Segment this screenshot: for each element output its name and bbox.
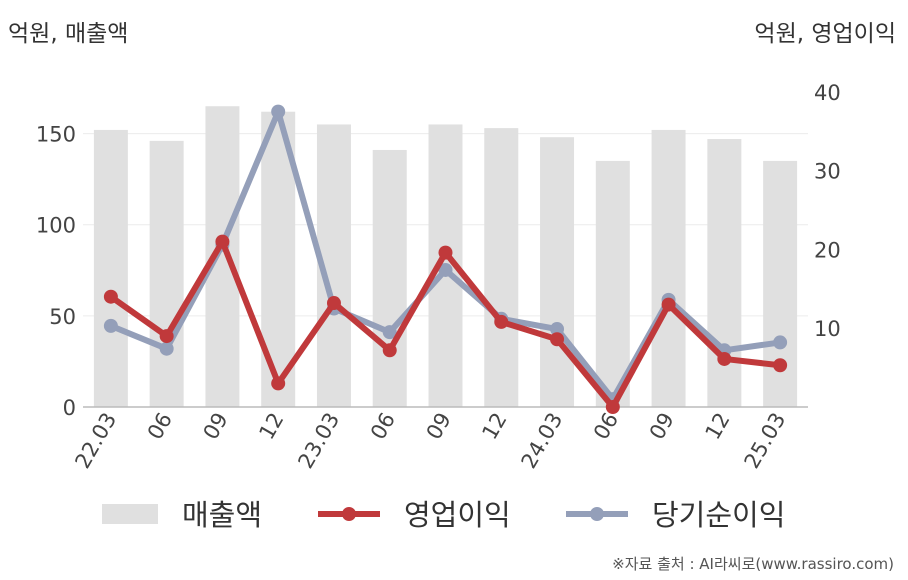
- x-tick-label: 12: [477, 409, 511, 444]
- operating-income-point: [271, 376, 286, 391]
- legend-swatch-marker: [590, 507, 604, 521]
- operating-income-point: [215, 234, 230, 249]
- operating-income-point: [103, 289, 118, 304]
- x-tick-label: 09: [645, 409, 679, 444]
- x-tick-label: 25.03: [740, 409, 791, 473]
- operating-income-point: [326, 296, 341, 311]
- left-tick-label: 100: [36, 214, 76, 238]
- revenue-bar: [651, 129, 686, 407]
- x-tick-label: 09: [422, 409, 456, 444]
- right-axis-unit: 억원, 영업이익: [754, 21, 896, 47]
- operating-income-point: [605, 400, 620, 414]
- legend-label: 매출액: [182, 498, 262, 532]
- x-tick-label: 24.03: [517, 409, 568, 473]
- net-income-point: [382, 325, 397, 340]
- legend-label: 당기순이익: [652, 498, 785, 532]
- x-tick-label: 22.03: [70, 409, 121, 473]
- left-axis-unit: 억원, 매출액: [8, 21, 129, 47]
- net-income-point: [773, 335, 788, 350]
- x-tick-label: 09: [199, 409, 233, 444]
- revenue-bar: [149, 140, 184, 407]
- left-tick-label: 50: [49, 305, 76, 329]
- right-tick-label: 40: [814, 81, 841, 105]
- net-income-point: [438, 262, 453, 277]
- operating-income-point: [494, 314, 509, 329]
- operating-income-point: [773, 358, 788, 373]
- operating-income-point: [382, 343, 397, 358]
- left-tick-label: 150: [36, 123, 76, 147]
- operating-income-point: [661, 297, 676, 312]
- revenue-bar: [93, 129, 128, 407]
- revenue-bar: [372, 149, 407, 407]
- x-tick-label: 12: [254, 409, 288, 444]
- x-tick-label: 06: [589, 409, 623, 444]
- operating-income-point: [717, 351, 732, 366]
- x-tick-label: 23.03: [293, 409, 344, 473]
- legend-label: 영업이익: [404, 498, 511, 532]
- net-income-point: [550, 322, 565, 337]
- operating-income-point: [438, 245, 453, 260]
- legend-swatch-revenue: [102, 504, 158, 524]
- right-tick-label: 30: [814, 160, 841, 184]
- operating-income-point: [550, 332, 565, 347]
- source-credit: ※자료 출처 : AI라씨로(www.rassiro.com): [612, 555, 894, 573]
- net-income-point: [271, 104, 286, 119]
- revenue-bar: [540, 137, 575, 407]
- right-tick-label: 10: [814, 317, 841, 341]
- net-income-point: [159, 341, 174, 356]
- net-income-point: [103, 318, 118, 333]
- left-tick-label: 0: [63, 396, 76, 420]
- x-tick-label: 06: [143, 409, 177, 444]
- revenue-bar: [484, 128, 519, 408]
- legend-swatch-marker: [342, 507, 356, 521]
- revenue-bar: [595, 160, 630, 407]
- revenue-bar: [707, 139, 742, 408]
- x-tick-label: 06: [366, 409, 400, 444]
- x-tick-label: 12: [701, 409, 735, 444]
- right-tick-label: 20: [814, 238, 841, 262]
- operating-income-point: [159, 329, 174, 344]
